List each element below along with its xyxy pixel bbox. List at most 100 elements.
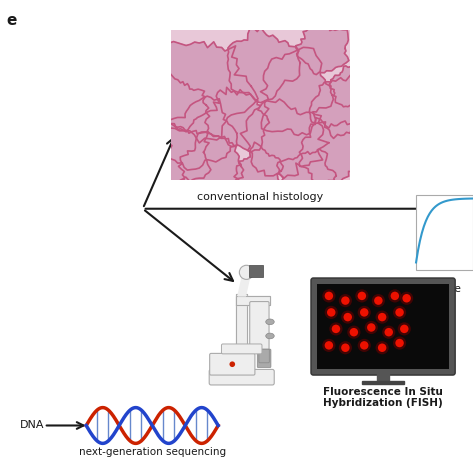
Circle shape	[93, 206, 98, 211]
Polygon shape	[236, 296, 270, 305]
Circle shape	[88, 185, 92, 190]
Polygon shape	[362, 381, 404, 384]
Circle shape	[374, 296, 383, 305]
Circle shape	[80, 219, 85, 224]
Polygon shape	[205, 87, 269, 152]
Circle shape	[103, 190, 115, 201]
Text: next-ge: next-ge	[421, 284, 461, 294]
Polygon shape	[277, 149, 336, 203]
Circle shape	[398, 322, 411, 336]
Circle shape	[322, 289, 336, 302]
Circle shape	[13, 188, 36, 211]
Circle shape	[107, 193, 111, 198]
Circle shape	[400, 325, 409, 333]
Circle shape	[111, 197, 123, 209]
Circle shape	[115, 212, 119, 217]
Circle shape	[93, 193, 98, 198]
Circle shape	[375, 310, 389, 324]
Bar	[249, 265, 263, 277]
Circle shape	[375, 341, 389, 355]
Circle shape	[325, 341, 333, 350]
Text: next-generation sequencing: next-generation sequencing	[79, 447, 226, 456]
Circle shape	[382, 326, 395, 339]
Polygon shape	[236, 293, 247, 371]
Circle shape	[360, 341, 368, 350]
Circle shape	[99, 185, 104, 190]
Circle shape	[400, 292, 413, 305]
Ellipse shape	[266, 333, 274, 339]
Circle shape	[339, 294, 352, 307]
Circle shape	[357, 292, 366, 300]
FancyBboxPatch shape	[257, 349, 271, 367]
Circle shape	[57, 170, 134, 247]
Circle shape	[365, 321, 378, 334]
Circle shape	[93, 219, 98, 224]
Polygon shape	[329, 66, 370, 108]
Circle shape	[72, 201, 77, 205]
Circle shape	[391, 292, 399, 300]
Ellipse shape	[0, 86, 16, 115]
Circle shape	[372, 294, 385, 307]
Circle shape	[367, 323, 375, 332]
Polygon shape	[234, 142, 283, 199]
Polygon shape	[156, 42, 258, 143]
Circle shape	[384, 328, 393, 337]
Polygon shape	[156, 73, 209, 132]
Circle shape	[350, 328, 358, 337]
Circle shape	[395, 308, 404, 317]
Circle shape	[388, 289, 401, 302]
Circle shape	[339, 341, 352, 355]
Polygon shape	[146, 124, 211, 184]
Circle shape	[341, 296, 350, 305]
FancyBboxPatch shape	[209, 369, 274, 385]
Circle shape	[229, 361, 235, 367]
Circle shape	[107, 206, 111, 211]
Circle shape	[90, 202, 102, 215]
Circle shape	[378, 313, 386, 321]
Circle shape	[332, 325, 340, 333]
Polygon shape	[159, 96, 237, 170]
Circle shape	[84, 182, 96, 194]
Circle shape	[239, 265, 254, 279]
Circle shape	[115, 201, 119, 205]
Circle shape	[322, 339, 336, 352]
FancyBboxPatch shape	[221, 344, 262, 354]
Ellipse shape	[0, 100, 39, 279]
Circle shape	[103, 216, 115, 228]
Ellipse shape	[266, 319, 274, 325]
Polygon shape	[296, 19, 349, 74]
Polygon shape	[238, 275, 250, 296]
Circle shape	[90, 216, 102, 228]
Circle shape	[327, 308, 336, 317]
Text: Fluorescence In Situ
Hybridization (FISH): Fluorescence In Situ Hybridization (FISH…	[323, 387, 443, 409]
Polygon shape	[261, 47, 333, 136]
Polygon shape	[310, 75, 374, 138]
Circle shape	[325, 292, 333, 300]
Circle shape	[360, 308, 368, 317]
Polygon shape	[179, 132, 244, 201]
Circle shape	[325, 306, 338, 319]
FancyBboxPatch shape	[250, 301, 269, 352]
Polygon shape	[228, 27, 300, 103]
Circle shape	[347, 326, 360, 339]
Bar	[48, 162, 143, 256]
Bar	[171, 30, 350, 181]
Circle shape	[80, 193, 85, 198]
Polygon shape	[299, 118, 368, 185]
Ellipse shape	[0, 98, 36, 127]
Circle shape	[76, 190, 89, 201]
Polygon shape	[240, 99, 329, 178]
Circle shape	[393, 306, 406, 319]
Circle shape	[356, 289, 368, 302]
Circle shape	[111, 208, 123, 220]
FancyBboxPatch shape	[259, 349, 269, 363]
Text: e: e	[6, 13, 17, 28]
FancyBboxPatch shape	[311, 278, 455, 375]
Circle shape	[76, 216, 89, 228]
Circle shape	[393, 337, 406, 350]
Circle shape	[402, 294, 411, 302]
Circle shape	[95, 182, 108, 194]
Text: conventional histology: conventional histology	[198, 192, 324, 202]
Circle shape	[88, 228, 92, 232]
Circle shape	[80, 206, 85, 211]
